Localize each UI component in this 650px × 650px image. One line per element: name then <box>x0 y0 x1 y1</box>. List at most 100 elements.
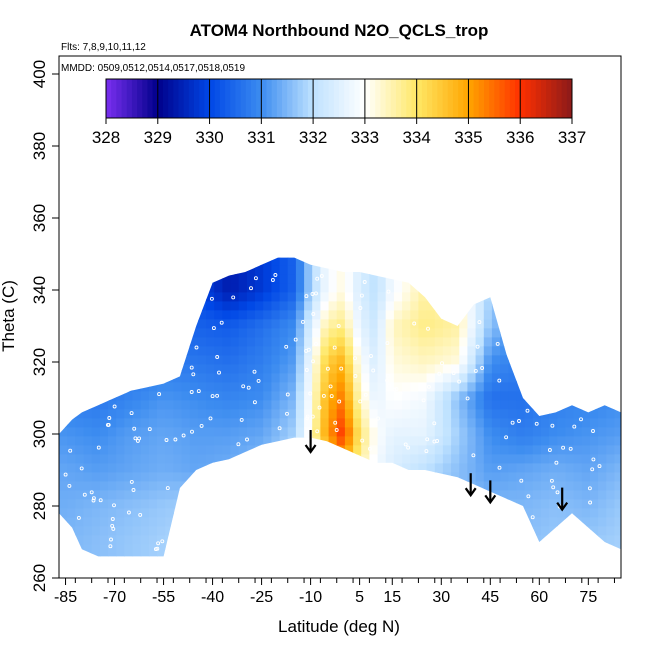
heatmap-cell <box>467 381 477 392</box>
heatmap-cell <box>279 426 289 437</box>
heatmap-cell <box>475 516 485 527</box>
heatmap-cell <box>75 462 85 473</box>
heatmap-cell <box>475 498 485 509</box>
heatmap-cell <box>557 552 567 557</box>
heatmap-cell <box>108 327 117 338</box>
heatmap-cell <box>75 390 85 401</box>
heatmap-cell <box>108 363 117 374</box>
heatmap-cell <box>385 516 395 527</box>
heatmap-cell <box>361 471 370 482</box>
heatmap-cell <box>508 300 518 311</box>
heatmap-cell <box>614 399 621 410</box>
heatmap-cell <box>353 336 362 347</box>
heatmap-cell <box>287 327 297 338</box>
heatmap-cell <box>614 516 621 527</box>
flight-point <box>110 517 115 521</box>
heatmap-cell <box>590 525 599 536</box>
heatmap-cell <box>598 462 607 473</box>
heatmap-cell <box>279 480 289 491</box>
heatmap-cell <box>590 462 599 473</box>
heatmap-cell <box>614 408 621 419</box>
heatmap-cell <box>573 372 583 383</box>
y-tick-label: 380 <box>30 132 49 160</box>
heatmap-cell <box>614 552 621 557</box>
flight-point <box>107 416 112 420</box>
heatmap-cell <box>132 498 142 509</box>
heatmap-cell <box>295 471 305 482</box>
heatmap-cell <box>532 534 542 545</box>
heatmap-cell <box>75 273 85 284</box>
heatmap-cell <box>116 273 125 284</box>
heatmap-cell <box>279 552 289 557</box>
heatmap-cell <box>483 381 493 392</box>
heatmap-cell <box>312 435 321 446</box>
heatmap-cell <box>516 390 526 401</box>
heatmap-cell <box>99 318 109 329</box>
x-tick-label: 15 <box>383 589 401 606</box>
heatmap-cell <box>75 516 85 527</box>
heatmap-cell <box>255 273 264 284</box>
heatmap-cell <box>483 417 493 428</box>
heatmap-cell <box>165 525 174 536</box>
heatmap-cell <box>165 534 174 545</box>
heatmap-cell <box>312 381 321 392</box>
heatmap-cell <box>467 453 477 464</box>
heatmap-cell <box>312 273 321 284</box>
heatmap-cell <box>181 372 191 383</box>
heatmap-cell <box>557 408 567 419</box>
heatmap-cell <box>328 489 338 500</box>
heatmap-cell <box>614 444 621 455</box>
heatmap-cell <box>295 399 305 410</box>
heatmap-cell <box>500 309 509 320</box>
heatmap-cell <box>75 562 84 572</box>
heatmap-cell <box>132 408 142 419</box>
heatmap-cell <box>377 417 387 428</box>
heatmap-cell <box>238 273 248 284</box>
heatmap-cell <box>402 552 411 557</box>
heatmap-cell <box>304 453 313 464</box>
heatmap-cell <box>549 264 558 275</box>
heatmap-cell <box>181 444 191 455</box>
colorbar-segment <box>292 79 298 118</box>
heatmap-cell <box>222 291 232 302</box>
heatmap-cell <box>108 345 117 356</box>
heatmap-cell <box>353 516 362 527</box>
heatmap-cell <box>230 417 240 428</box>
heatmap-cell <box>418 516 428 527</box>
heatmap-cell <box>83 525 93 536</box>
heatmap-cell <box>246 435 256 446</box>
heatmap-cell <box>573 444 583 455</box>
heatmap-cell <box>230 471 240 482</box>
heatmap-cell <box>459 390 469 401</box>
heatmap-cell <box>279 507 289 518</box>
heatmap-cell <box>590 435 599 446</box>
heatmap-cell <box>565 282 575 293</box>
heatmap-cell <box>508 507 518 518</box>
heatmap-cell <box>108 390 117 401</box>
flight-point <box>91 496 96 501</box>
heatmap-cell <box>549 435 558 446</box>
heatmap-cell <box>124 498 134 509</box>
heatmap-cell <box>108 273 117 284</box>
flight-point <box>112 503 116 508</box>
heatmap-cell <box>402 336 411 347</box>
heatmap-cell <box>377 453 387 464</box>
heatmap-cell <box>165 257 174 266</box>
heatmap-cell <box>590 309 599 320</box>
heatmap-cell <box>353 264 362 275</box>
heatmap-cell <box>198 562 207 572</box>
heatmap-cell <box>140 257 150 266</box>
heatmap-cell <box>99 381 109 392</box>
flight-point <box>440 361 444 366</box>
heatmap-cell <box>59 480 68 491</box>
heatmap-cell <box>336 498 346 509</box>
heatmap-cell <box>467 543 477 554</box>
heatmap-cell <box>442 336 452 347</box>
heatmap-cell <box>206 525 215 536</box>
heatmap-cell <box>336 525 346 536</box>
heatmap-cell <box>255 426 264 437</box>
heatmap-cell <box>549 525 558 536</box>
heatmap-cell <box>238 363 248 374</box>
heatmap-cell <box>91 399 101 410</box>
heatmap-cell <box>606 309 616 320</box>
